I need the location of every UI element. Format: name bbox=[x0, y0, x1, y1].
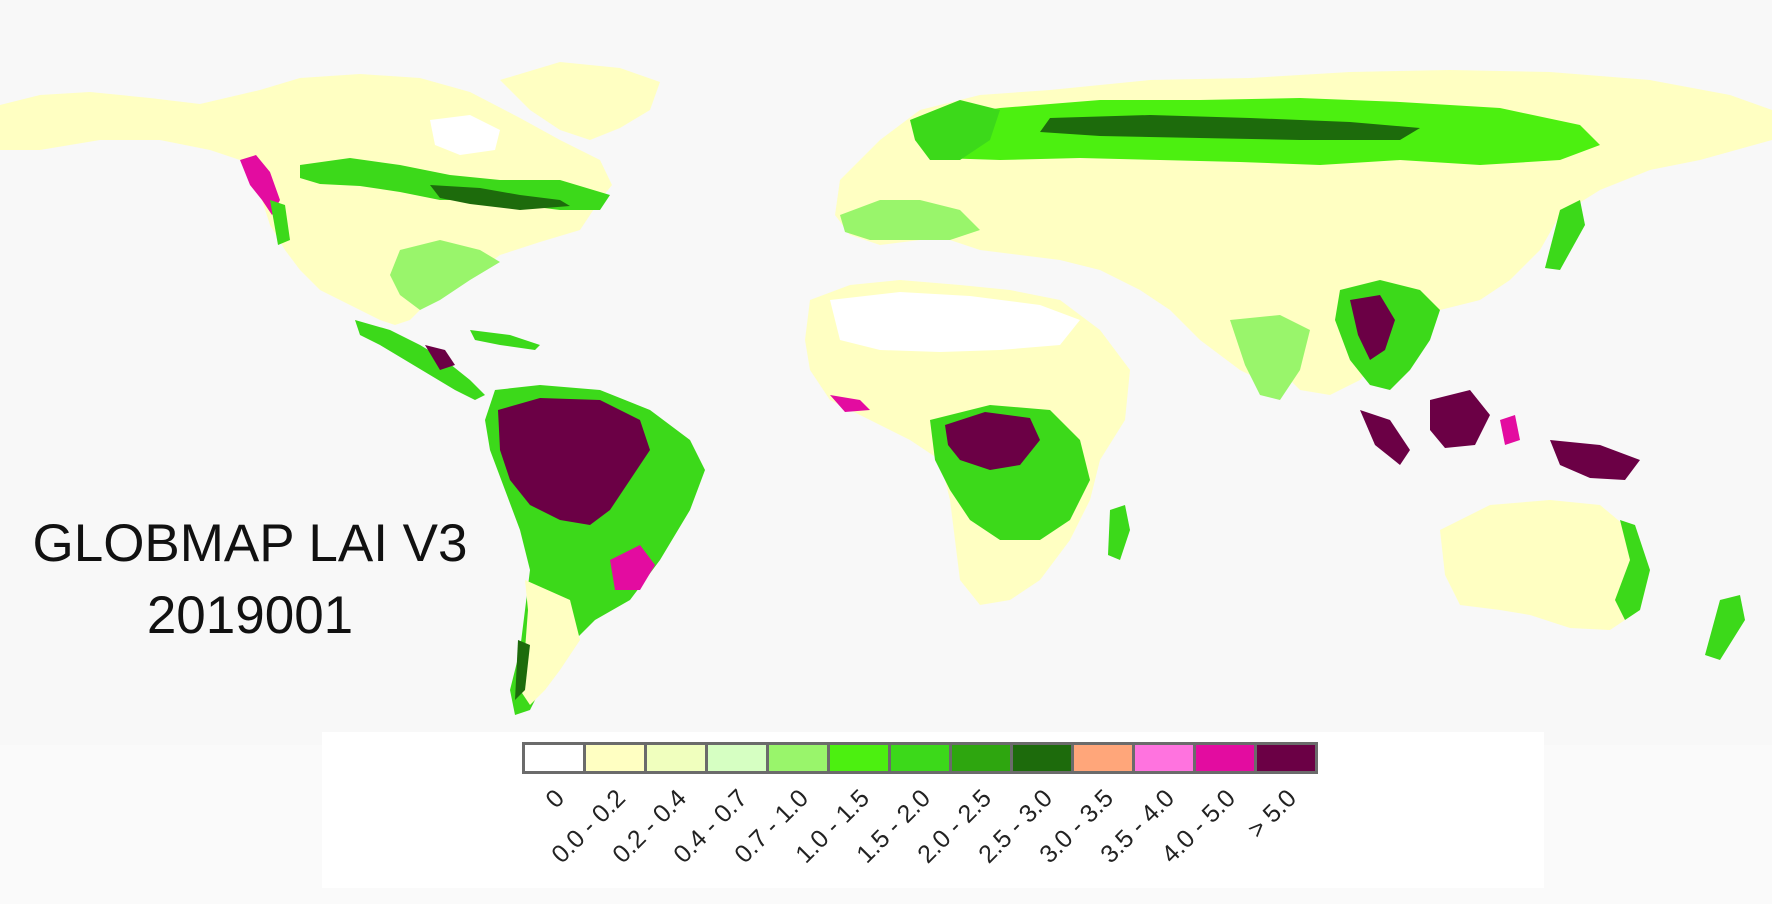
title-line-product: GLOBMAP LAI V3 bbox=[32, 514, 468, 573]
new-zealand bbox=[1705, 595, 1745, 660]
title-line-date: 2019001 bbox=[146, 586, 354, 645]
amazon-rainforest bbox=[498, 398, 650, 525]
legend-swatch bbox=[952, 745, 1013, 771]
new-guinea bbox=[1550, 440, 1640, 480]
north-america-east bbox=[390, 240, 500, 310]
siberian-taiga-dark bbox=[1040, 115, 1420, 140]
chile-forest bbox=[515, 640, 530, 700]
legend-swatch bbox=[769, 745, 830, 771]
legend-swatch bbox=[525, 745, 586, 771]
australia bbox=[1440, 500, 1650, 630]
central-america-purple bbox=[425, 345, 455, 370]
legend-swatch bbox=[1013, 745, 1074, 771]
legend-swatch bbox=[708, 745, 769, 771]
japan bbox=[1545, 200, 1585, 270]
borneo bbox=[1430, 390, 1490, 448]
legend-swatch bbox=[1135, 745, 1196, 771]
north-america-boreal-dark bbox=[430, 185, 570, 210]
madagascar bbox=[1108, 505, 1130, 560]
sumatra bbox=[1360, 410, 1410, 465]
caribbean-islands bbox=[470, 330, 540, 350]
central-america bbox=[355, 320, 485, 400]
map-title: GLOBMAP LAI V3 2019001 bbox=[0, 508, 500, 652]
legend-swatch bbox=[647, 745, 708, 771]
congo-basin-purple bbox=[945, 412, 1040, 470]
greenland-icecap bbox=[430, 115, 500, 155]
brazil-atlantic-forest bbox=[610, 545, 655, 590]
legend-swatch bbox=[586, 745, 647, 771]
south-america-south bbox=[520, 580, 580, 705]
legend-swatch bbox=[1257, 745, 1315, 771]
scandinavia bbox=[910, 100, 1000, 160]
australia-east-coast bbox=[1615, 520, 1650, 620]
greenland bbox=[500, 62, 660, 140]
legend-color-bar bbox=[522, 742, 1318, 774]
legend-swatch bbox=[891, 745, 952, 771]
western-europe bbox=[840, 200, 980, 240]
southeast-asia-purple bbox=[1350, 295, 1395, 360]
world-lai-map bbox=[0, 62, 1772, 715]
sulawesi bbox=[1500, 415, 1520, 445]
india bbox=[1230, 315, 1310, 400]
legend-swatch bbox=[1196, 745, 1257, 771]
map-canvas bbox=[0, 62, 1772, 715]
legend-swatch bbox=[830, 745, 891, 771]
west-africa-coast bbox=[830, 395, 870, 412]
legend-swatch bbox=[1074, 745, 1135, 771]
africa-sahara bbox=[830, 292, 1080, 352]
pacific-northwest-green bbox=[270, 200, 290, 245]
